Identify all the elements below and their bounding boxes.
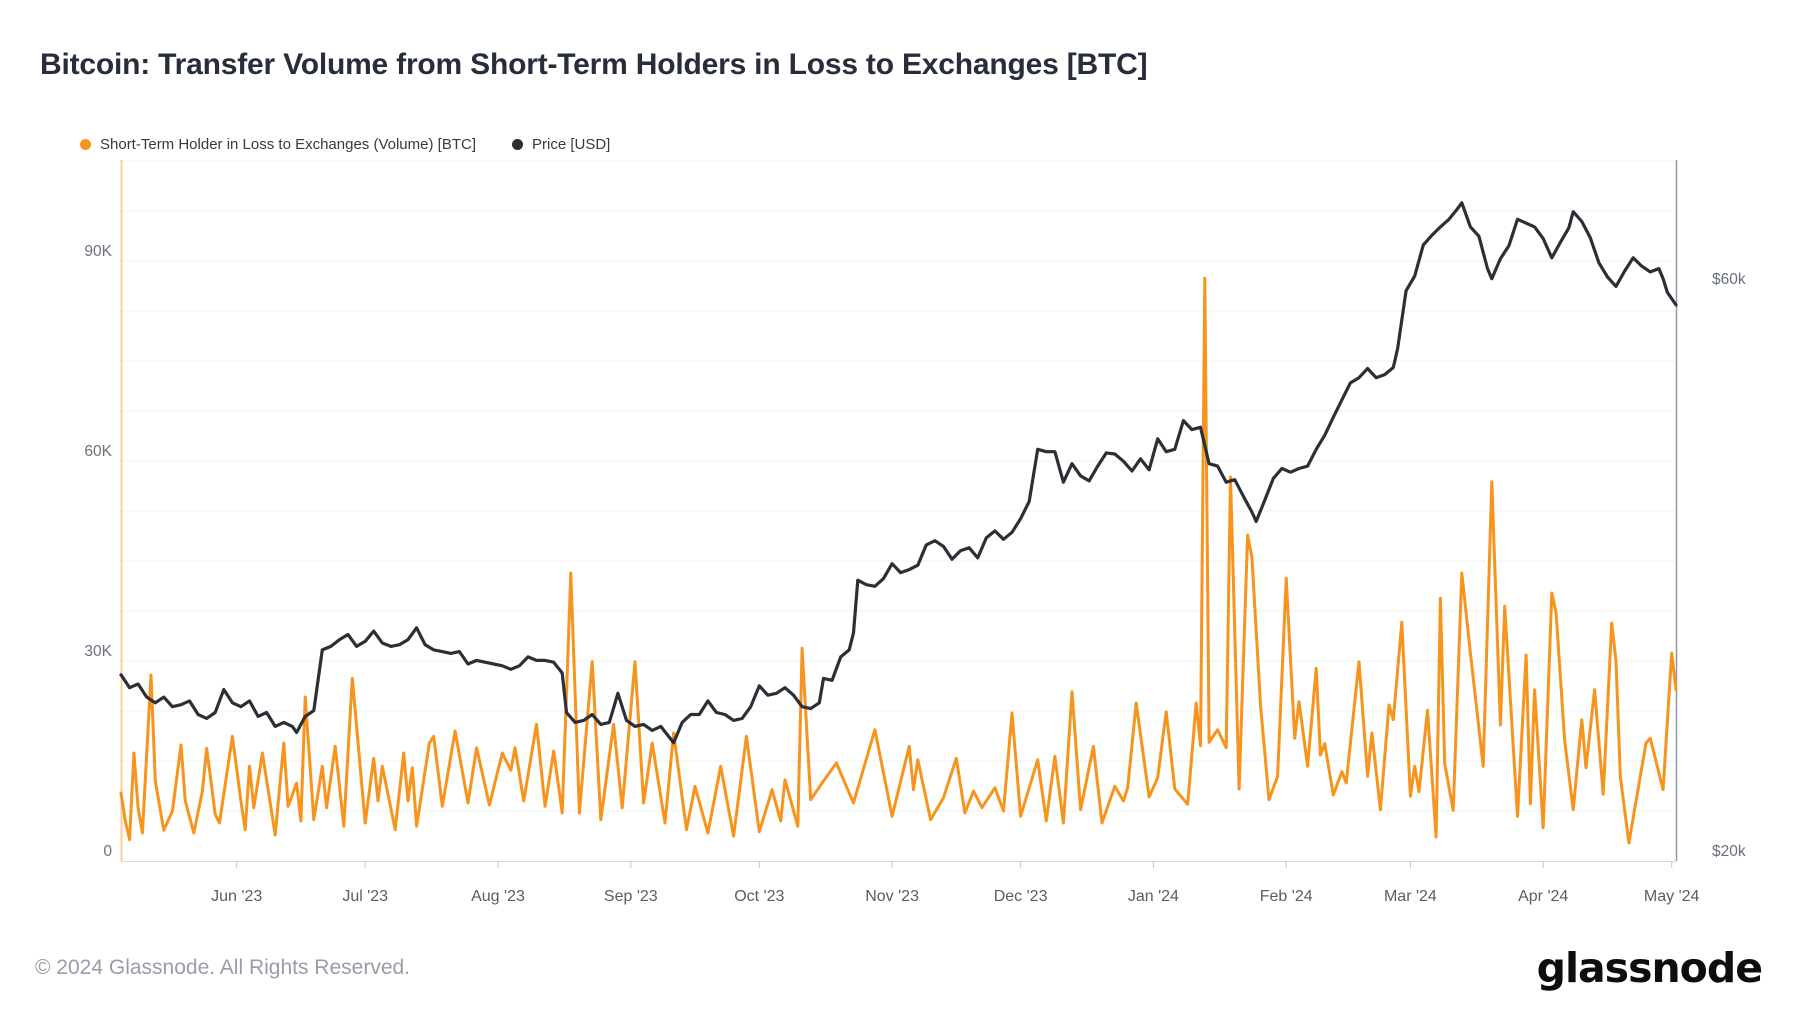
x-tick-label[interactable]: Aug '23 [471,888,525,905]
x-tick-label[interactable]: Jan '24 [1128,888,1179,905]
volume-series-dot-icon [80,139,91,150]
footer-copyright: © 2024 Glassnode. All Rights Reserved. [35,956,411,979]
left-axis-label: 60K [84,443,112,460]
price-series-dot-icon [511,139,523,150]
page-title: Bitcoin: Transfer Volume from Short-Term… [40,48,1148,81]
left-axis-label: 0 [103,843,112,860]
legend-item-volume[interactable]: Short-Term Holder in Loss to Exchanges (… [80,136,476,153]
left-axis-label: 90K [84,243,112,260]
legend-item-price[interactable]: Price [USD] [511,136,611,153]
volume-line[interactable] [119,276,1678,845]
legend-item-label: Short-Term Holder in Loss to Exchanges (… [100,136,476,153]
glassnode-logo: glassnode [1536,944,1763,992]
left-axis-label: 30K [84,643,112,660]
x-tick-label[interactable]: Oct '23 [734,888,784,905]
right-axis-label: $20k [1712,843,1746,860]
x-tick-label[interactable]: Jul '23 [342,888,388,905]
x-tick-label[interactable]: Jun '23 [211,888,262,905]
x-tick-label[interactable]: May '24 [1644,888,1700,905]
price-line[interactable] [119,201,1678,745]
x-tick-label[interactable]: Feb '24 [1260,888,1313,905]
x-tick-label[interactable]: Mar '24 [1384,888,1437,905]
chart-legend: Short-Term Holder in Loss to Exchanges (… [80,136,610,153]
x-tick-label[interactable]: Sep '23 [604,888,658,905]
x-tick-label[interactable]: Nov '23 [865,888,919,905]
right-axis-label: $60k [1712,271,1746,288]
legend-item-label: Price [USD] [531,136,611,153]
x-tick-label[interactable]: Apr '24 [1518,888,1568,905]
x-tick-label[interactable]: Dec '23 [994,888,1048,905]
